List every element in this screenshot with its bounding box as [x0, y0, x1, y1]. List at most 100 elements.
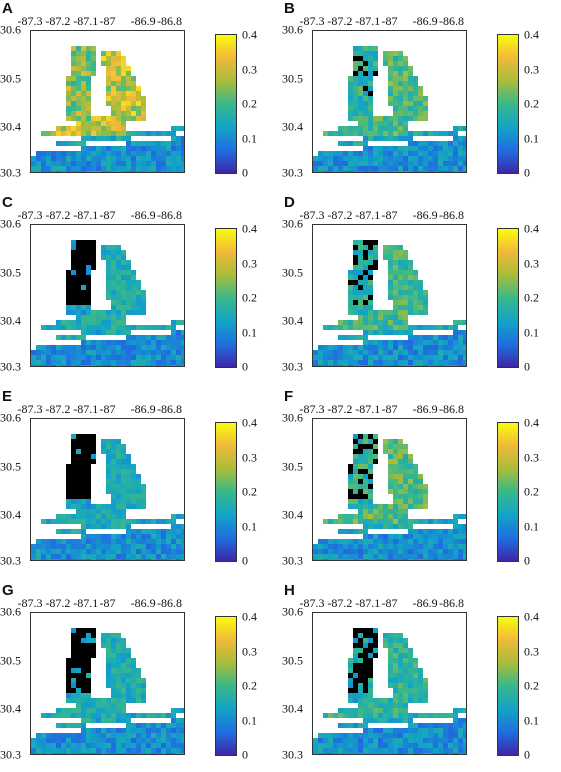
- raster-cell: [116, 76, 121, 81]
- raster-cell: [81, 275, 86, 280]
- raster-cell: [398, 509, 403, 514]
- raster-cell: [121, 146, 126, 151]
- raster-cell: [363, 300, 368, 305]
- raster-cell: [66, 544, 71, 549]
- raster-cell: [348, 101, 353, 106]
- raster-cell: [66, 668, 71, 673]
- raster-cell: [76, 265, 81, 270]
- raster-cell: [418, 668, 423, 673]
- raster-cell: [343, 539, 348, 544]
- raster-cell: [448, 748, 453, 753]
- raster-cell: [418, 141, 423, 146]
- raster-cell: [418, 484, 423, 489]
- raster-cell: [121, 698, 126, 703]
- raster-cell: [91, 554, 96, 559]
- raster-cell: [141, 340, 146, 345]
- raster-cell: [66, 559, 71, 560]
- longitude-tick-label: -86.8: [157, 402, 182, 416]
- raster-cell: [86, 365, 91, 366]
- raster-cell: [121, 494, 126, 499]
- raster-cell: [458, 728, 463, 733]
- raster-cell: [171, 141, 176, 146]
- raster-cell: [358, 509, 363, 514]
- raster-cell: [353, 708, 358, 713]
- raster-cell: [323, 743, 328, 748]
- raster-cell: [368, 673, 373, 678]
- raster-cell: [413, 663, 418, 668]
- colorbar-tick-label: 0.2: [524, 678, 539, 693]
- raster-cell: [136, 161, 141, 166]
- raster-cell: [358, 151, 363, 156]
- raster-cell: [323, 131, 328, 136]
- raster-cell: [61, 519, 66, 524]
- raster-cell: [448, 171, 453, 172]
- raster-cell: [106, 484, 111, 489]
- raster-cell: [126, 534, 131, 539]
- raster-cell: [413, 300, 418, 305]
- raster-cell: [363, 663, 368, 668]
- raster-cell: [368, 355, 373, 360]
- raster-cell: [146, 559, 151, 560]
- raster-cell: [126, 305, 131, 310]
- latitude-tick-label: 30.6: [282, 216, 303, 231]
- raster-cell: [368, 554, 373, 559]
- raster-cell: [121, 748, 126, 753]
- raster-cell: [126, 539, 131, 544]
- raster-cell: [448, 340, 453, 345]
- raster-cell: [368, 255, 373, 260]
- raster-cell: [101, 126, 106, 131]
- raster-cell: [378, 703, 383, 708]
- raster-cell: [61, 708, 66, 713]
- raster-cell: [368, 668, 373, 673]
- raster-cell: [423, 340, 428, 345]
- raster-cell: [96, 534, 101, 539]
- raster-cell: [86, 514, 91, 519]
- raster-cell: [101, 638, 106, 643]
- longitude-tick-label: -87.1: [73, 208, 99, 222]
- raster-cell: [368, 474, 373, 479]
- raster-cell: [31, 365, 36, 366]
- raster-cell: [166, 325, 171, 330]
- raster-cell: [81, 524, 86, 529]
- raster-cell: [358, 494, 363, 499]
- raster-cell: [141, 539, 146, 544]
- raster-cell: [348, 489, 353, 494]
- raster-cell: [131, 544, 136, 549]
- raster-cell: [343, 549, 348, 554]
- raster-cell: [71, 748, 76, 753]
- raster-cell: [423, 171, 428, 172]
- raster-cell: [373, 439, 378, 444]
- raster-cell: [398, 514, 403, 519]
- raster-cell: [181, 136, 184, 141]
- raster-cell: [328, 350, 333, 355]
- raster-cell: [363, 121, 368, 126]
- colorbar-tick-label: 0.1: [524, 325, 539, 339]
- raster-cell: [323, 151, 328, 156]
- raster-cell: [91, 126, 96, 131]
- raster-cell: [423, 539, 428, 544]
- raster-cell: [106, 345, 111, 350]
- raster-cell: [368, 91, 373, 96]
- raster-cell: [121, 449, 126, 454]
- raster-cell: [121, 161, 126, 166]
- raster-cell: [131, 519, 136, 524]
- raster-cell: [116, 509, 121, 514]
- raster-cell: [111, 643, 116, 648]
- raster-cell: [378, 350, 383, 355]
- raster-cell: [66, 290, 71, 295]
- raster-cell: [46, 156, 51, 161]
- raster-cell: [51, 151, 56, 156]
- raster-cell: [443, 360, 448, 365]
- raster-cell: [453, 549, 458, 554]
- raster-cell: [313, 559, 318, 560]
- raster-cell: [76, 360, 81, 365]
- raster-cell: [423, 345, 428, 350]
- raster-cell: [443, 355, 448, 360]
- raster-cell: [106, 325, 111, 330]
- raster-cell: [338, 360, 343, 365]
- raster-cell: [383, 61, 388, 66]
- raster-cell: [101, 738, 106, 743]
- raster-cell: [86, 509, 91, 514]
- longitude-tick-label: -87: [99, 14, 116, 28]
- raster-cell: [438, 728, 443, 733]
